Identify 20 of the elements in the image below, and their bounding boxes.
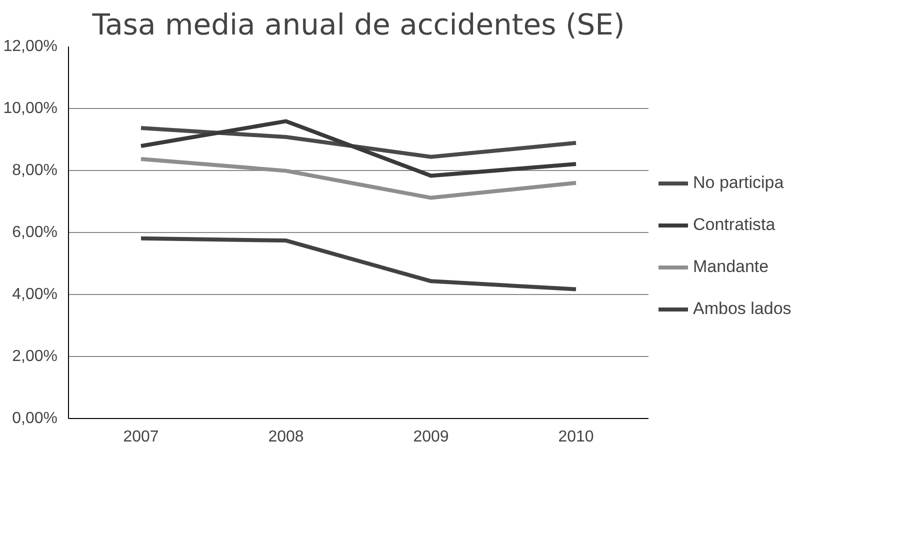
line-series bbox=[139, 119, 578, 178]
legend-label: Contratista bbox=[693, 215, 776, 235]
y-tick-label: 2,00% bbox=[12, 348, 58, 365]
line-series bbox=[139, 157, 578, 200]
x-tick-label: 2010 bbox=[558, 428, 594, 446]
legend-label: Mandante bbox=[693, 257, 769, 277]
legend-label: Ambos lados bbox=[693, 299, 792, 319]
x-tick-label: 2009 bbox=[413, 428, 449, 446]
y-tick-label: 4,00% bbox=[12, 286, 58, 303]
line-series bbox=[139, 236, 578, 292]
y-tick-label: 10,00% bbox=[3, 100, 58, 117]
y-tick-label: 12,00% bbox=[3, 38, 58, 55]
y-tick-label: 0,00% bbox=[12, 410, 58, 427]
x-tick-label: 2007 bbox=[123, 428, 159, 446]
chart-title: Tasa media anual de accidentes (SE) bbox=[91, 8, 625, 42]
line-series bbox=[139, 126, 578, 159]
x-tick-label: 2008 bbox=[268, 428, 304, 446]
legend-label: No participa bbox=[693, 173, 784, 193]
y-tick-label: 8,00% bbox=[12, 162, 58, 179]
y-tick-label: 6,00% bbox=[12, 224, 58, 241]
